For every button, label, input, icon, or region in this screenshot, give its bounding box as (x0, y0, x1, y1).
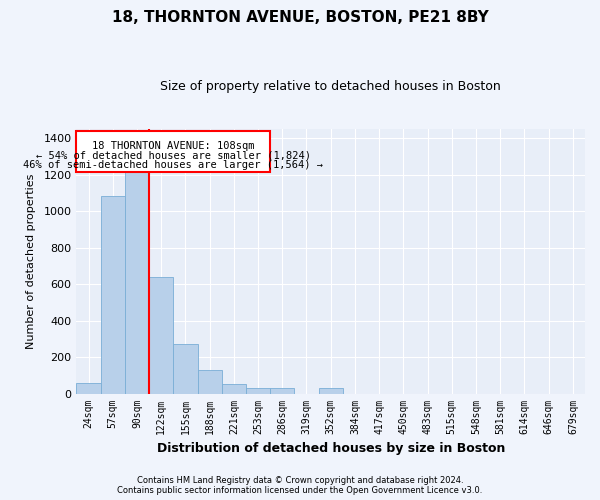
Bar (222, 384, 246, 394)
Text: 18, THORNTON AVENUE, BOSTON, PE21 8BY: 18, THORNTON AVENUE, BOSTON, PE21 8BY (112, 10, 488, 25)
Bar (246, 388, 270, 394)
Text: ← 54% of detached houses are smaller (1,824): ← 54% of detached houses are smaller (1,… (36, 151, 311, 161)
Bar (197, 370, 222, 394)
Bar (125, 166, 149, 394)
Bar (270, 388, 295, 394)
Bar (149, 276, 173, 394)
Text: Contains HM Land Registry data © Crown copyright and database right 2024.
Contai: Contains HM Land Registry data © Crown c… (118, 476, 482, 495)
Y-axis label: Number of detached properties: Number of detached properties (26, 174, 37, 349)
Text: 18 THORNTON AVENUE: 108sqm: 18 THORNTON AVENUE: 108sqm (92, 141, 254, 151)
Bar (173, 344, 197, 394)
Bar (319, 388, 343, 394)
X-axis label: Distribution of detached houses by size in Boston: Distribution of detached houses by size … (157, 442, 505, 455)
Text: 46% of semi-detached houses are larger (1,564) →: 46% of semi-detached houses are larger (… (23, 160, 323, 170)
Title: Size of property relative to detached houses in Boston: Size of property relative to detached ho… (160, 80, 501, 93)
FancyBboxPatch shape (76, 130, 270, 172)
Bar (76, 382, 101, 394)
Bar (101, 196, 125, 394)
